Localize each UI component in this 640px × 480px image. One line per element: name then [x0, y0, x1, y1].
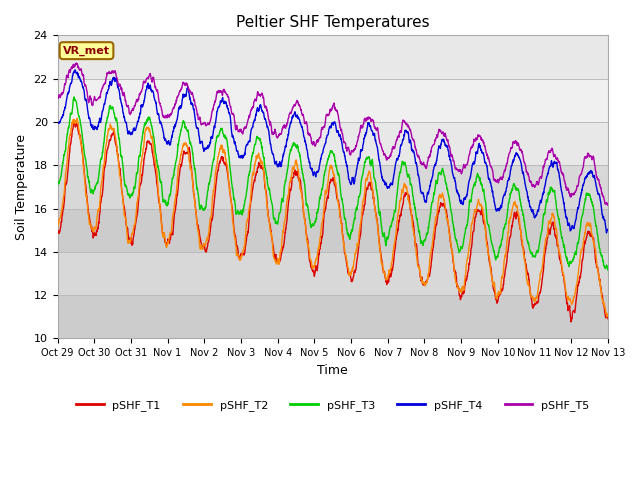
pSHF_T2 — [113, 141, 120, 147]
pSHF_T4 — [561, 209, 569, 215]
pSHF_T1 — [113, 144, 120, 150]
Line: pSHF_T1: pSHF_T1 — [58, 122, 640, 323]
Bar — [58, 36, 608, 79]
pSHF_T1 — [528, 301, 536, 307]
pSHF_T2 — [387, 266, 394, 272]
pSHF_T2 — [54, 225, 61, 230]
pSHF_T4 — [71, 67, 79, 73]
pSHF_T1 — [239, 251, 247, 257]
pSHF_T3 — [54, 182, 61, 188]
pSHF_T4 — [632, 205, 640, 211]
pSHF_T2 — [239, 247, 247, 253]
pSHF_T2 — [528, 294, 536, 300]
pSHF_T3 — [70, 94, 78, 100]
pSHF_T3 — [113, 115, 120, 121]
pSHF_T4 — [54, 120, 61, 126]
Line: pSHF_T5: pSHF_T5 — [58, 63, 640, 208]
pSHF_T5 — [113, 73, 120, 79]
pSHF_T1 — [561, 285, 569, 291]
pSHF_T3 — [637, 274, 640, 279]
Bar — [58, 252, 608, 295]
pSHF_T3 — [387, 223, 394, 229]
Text: VR_met: VR_met — [63, 46, 110, 56]
pSHF_T1 — [70, 120, 78, 125]
Bar — [58, 208, 608, 252]
Bar — [58, 295, 608, 338]
Bar — [58, 122, 608, 165]
pSHF_T4 — [387, 182, 394, 188]
pSHF_T5 — [239, 129, 247, 135]
pSHF_T5 — [72, 60, 80, 66]
pSHF_T4 — [528, 208, 536, 214]
pSHF_T1 — [54, 228, 61, 233]
pSHF_T4 — [239, 155, 247, 160]
pSHF_T3 — [561, 249, 569, 254]
pSHF_T1 — [632, 292, 640, 298]
X-axis label: Time: Time — [317, 364, 348, 377]
Line: pSHF_T4: pSHF_T4 — [58, 70, 640, 242]
Y-axis label: Soil Temperature: Soil Temperature — [15, 134, 28, 240]
pSHF_T2 — [632, 288, 640, 294]
pSHF_T3 — [632, 251, 640, 257]
pSHF_T1 — [387, 274, 394, 280]
pSHF_T5 — [387, 153, 394, 159]
Legend: pSHF_T1, pSHF_T2, pSHF_T3, pSHF_T4, pSHF_T5: pSHF_T1, pSHF_T2, pSHF_T3, pSHF_T4, pSHF… — [72, 396, 594, 415]
pSHF_T2 — [74, 115, 81, 121]
pSHF_T4 — [113, 77, 120, 83]
Bar — [58, 165, 608, 208]
pSHF_T3 — [528, 251, 536, 257]
Line: pSHF_T3: pSHF_T3 — [58, 97, 640, 276]
pSHF_T2 — [561, 283, 569, 289]
Line: pSHF_T2: pSHF_T2 — [58, 118, 640, 321]
pSHF_T3 — [239, 206, 247, 212]
Title: Peltier SHF Temperatures: Peltier SHF Temperatures — [236, 15, 429, 30]
pSHF_T5 — [54, 93, 61, 98]
pSHF_T5 — [561, 181, 569, 187]
pSHF_T5 — [632, 187, 640, 193]
pSHF_T5 — [528, 181, 536, 187]
Bar — [58, 79, 608, 122]
